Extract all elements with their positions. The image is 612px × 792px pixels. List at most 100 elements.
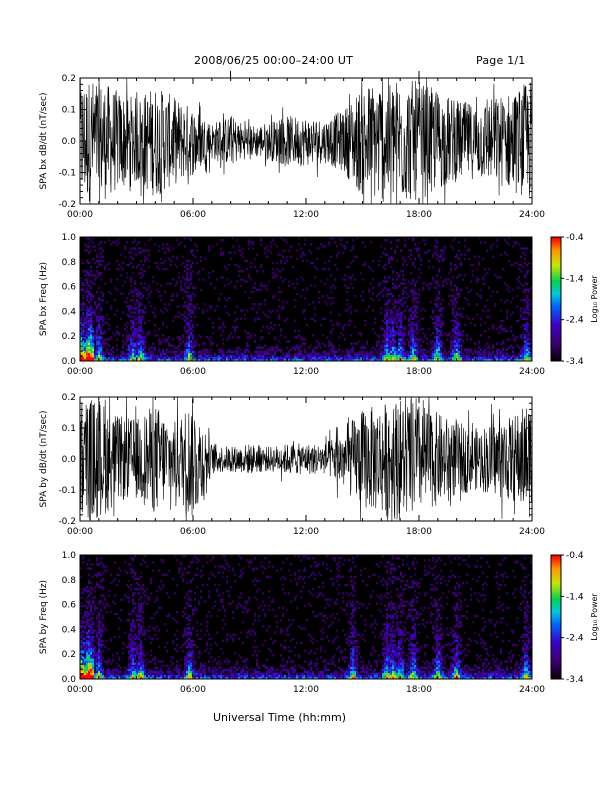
heatmap-cell	[364, 346, 367, 349]
heatmap-cell	[84, 358, 87, 362]
heatmap-cell	[106, 676, 109, 680]
heatmap-cell	[526, 348, 529, 351]
heatmap-cell	[110, 662, 113, 665]
heatmap-cell	[458, 294, 461, 298]
heatmap-cell	[88, 645, 91, 649]
heatmap-cell	[436, 241, 439, 244]
heatmap-cell	[132, 344, 135, 347]
heatmap-cell	[372, 286, 375, 289]
heatmap-cell	[412, 348, 415, 351]
heatmap-cell	[412, 332, 415, 335]
heatmap-cell	[406, 263, 409, 267]
heatmap-cell	[372, 259, 375, 263]
heatmap-cell	[210, 336, 213, 339]
heatmap-cell	[444, 354, 447, 358]
heatmap-cell	[390, 317, 393, 320]
heatmap-cell	[90, 588, 93, 591]
heatmap-cell	[108, 674, 111, 678]
heatmap-cell	[160, 674, 163, 678]
heatmap-cell	[212, 325, 215, 329]
heatmap-cell	[506, 315, 509, 318]
heatmap-cell	[236, 263, 239, 267]
heatmap-cell	[88, 261, 91, 265]
heatmap-cell	[98, 286, 101, 289]
heatmap-cell	[80, 332, 83, 335]
heatmap-cell	[158, 249, 161, 252]
heatmap-cell	[510, 354, 513, 358]
colorbar-swatch	[551, 356, 561, 360]
heatmap-cell	[96, 674, 99, 678]
heatmap-cell	[436, 249, 439, 252]
heatmap-cell	[210, 282, 213, 285]
colorbar-swatch	[551, 332, 561, 335]
heatmap-cell	[132, 635, 135, 638]
heatmap-cell	[82, 621, 85, 624]
heatmap-cell	[188, 571, 191, 574]
heatmap-cell	[414, 330, 417, 333]
heatmap-cell	[264, 299, 267, 302]
heatmap-cell	[324, 261, 327, 265]
heatmap-cell	[498, 358, 501, 362]
heatmap-cell	[304, 309, 307, 312]
heatmap-cell	[514, 354, 517, 358]
heatmap-cell	[126, 340, 129, 343]
heatmap-cell	[454, 268, 457, 271]
heatmap-cell	[120, 274, 123, 277]
heatmap-cell	[400, 325, 403, 329]
heatmap-cell	[186, 336, 189, 339]
heatmap-cell	[100, 272, 103, 275]
heatmap-cell	[300, 255, 303, 258]
heatmap-cell	[88, 670, 91, 674]
heatmap-cell	[440, 307, 443, 310]
heatmap-cell	[392, 307, 395, 310]
heatmap-cell	[184, 631, 187, 634]
heatmap-cell	[150, 654, 153, 657]
heatmap-cell	[526, 263, 529, 267]
heatmap-cell	[362, 350, 365, 354]
heatmap-cell	[126, 356, 129, 360]
heatmap-cell	[296, 344, 299, 347]
heatmap-cell	[336, 350, 339, 354]
heatmap-cell	[254, 334, 257, 337]
x-tick-label: 18:00	[406, 367, 432, 377]
heatmap-cell	[306, 352, 309, 356]
heatmap-cell	[262, 354, 265, 358]
heatmap-cell	[98, 637, 101, 641]
heatmap-cell	[80, 317, 83, 320]
heatmap-cell	[416, 342, 419, 345]
heatmap-cell	[86, 650, 89, 653]
heatmap-cell	[108, 594, 111, 597]
heatmap-cell	[390, 334, 393, 337]
heatmap-cell	[190, 674, 193, 678]
heatmap-cell	[436, 330, 439, 333]
heatmap-cell	[188, 662, 191, 665]
heatmap-cell	[466, 350, 469, 354]
heatmap-cell	[488, 346, 491, 349]
heatmap-cell	[382, 251, 385, 254]
heatmap-cell	[520, 336, 523, 339]
heatmap-cell	[140, 251, 143, 254]
heatmap-cell	[278, 313, 281, 316]
heatmap-cell	[416, 292, 419, 296]
heatmap-cell	[528, 336, 531, 339]
heatmap-cell	[140, 344, 143, 347]
heatmap-cell	[424, 348, 427, 351]
heatmap-cell	[256, 317, 259, 320]
heatmap-cell	[482, 282, 485, 285]
heatmap-cell	[88, 662, 91, 665]
heatmap-cell	[184, 330, 187, 333]
heatmap-cell	[382, 346, 385, 349]
heatmap-cell	[468, 247, 471, 250]
heatmap-cell	[104, 354, 107, 358]
heatmap-cell	[140, 608, 143, 612]
heatmap-cell	[388, 338, 391, 341]
heatmap-cell	[194, 676, 197, 680]
heatmap-cell	[114, 358, 117, 362]
heatmap-cell	[98, 321, 101, 325]
heatmap-cell	[436, 274, 439, 277]
heatmap-cell	[128, 674, 131, 678]
heatmap-cell	[410, 288, 413, 292]
heatmap-cell	[86, 672, 89, 676]
heatmap-cell	[82, 303, 85, 306]
heatmap-cell	[80, 348, 83, 351]
